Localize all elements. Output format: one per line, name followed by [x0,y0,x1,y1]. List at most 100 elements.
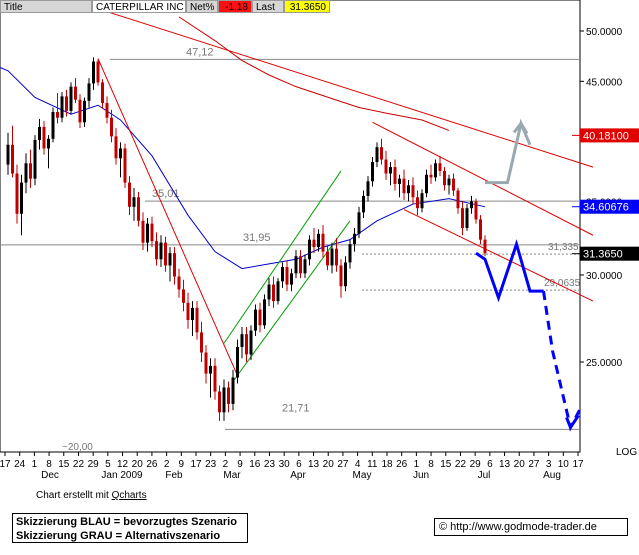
candle-body-16 [78,99,82,123]
copyright-link[interactable]: © http://www.godmode-trader.de [434,518,628,536]
candle-body-104 [474,201,478,220]
x-day-label-24: 4 [355,459,361,470]
trend-line-2 [372,121,594,236]
candle-body-34 [159,242,163,260]
candle-body-9 [47,138,50,149]
x-day-label-23: 27 [337,459,349,470]
header-last-value: 31.3650 [284,0,330,13]
trend-line-4 [223,170,342,344]
x-day-label-35: 20 [514,459,526,470]
candle-body-43 [200,332,203,353]
candle-body-70 [321,233,325,252]
candle-body-94 [429,174,433,178]
x-month-label-5: May [353,470,372,481]
scenario-blue-arrowhead [565,414,580,431]
candle-body-35 [164,242,167,266]
candle-body-5 [29,163,32,179]
candle-body-32 [150,223,154,242]
candle-body-59 [272,284,275,302]
x-day-label-26: 18 [381,459,393,470]
x-day-label-3: 8 [46,459,52,470]
level-label-3: 31,335 [548,242,579,253]
candle-body-14 [69,86,73,111]
candle-body-92 [420,193,424,209]
candle-body-49 [227,387,230,404]
candle-body-27 [128,182,131,207]
x-day-label-19: 30 [279,459,291,470]
x-day-label-25: 11 [367,459,378,470]
candle-body-38 [177,276,181,290]
candle-body-37 [173,253,176,277]
scenario-grey-arrowhead [512,120,529,135]
candle-body-74 [339,265,343,287]
x-day-label-13: 17 [190,459,202,470]
candle-body-87 [398,178,401,184]
candle-body-64 [294,256,298,274]
scenario-path-1 [542,290,581,432]
legend-line-blue: Skizzierung BLAU = bevorzugtes Szenario [16,516,237,528]
x-month-label-0: Dec [41,470,59,481]
x-day-label-10: 26 [146,459,158,470]
candle-body-82 [375,147,379,163]
x-day-label-12: 9 [179,459,185,470]
candle-body-91 [416,197,419,209]
legend-line-grey: Skizzierung GRAU = Alternativszenario [16,530,221,542]
x-day-label-2: 1 [32,459,38,470]
price-tag-box-1 [580,199,639,214]
candle-body-15 [74,86,77,100]
candle-body-56 [258,309,262,326]
header-last-label: Last [252,0,284,13]
x-day-label-28: 1 [414,459,420,470]
credit-prefix: Chart erstellt mit [36,490,109,501]
x-day-label-34: 13 [499,459,511,470]
x-day-label-4: 15 [58,459,70,470]
moving-average-short [0,66,486,270]
plot-frame [0,0,581,453]
candle-body-96 [438,163,442,171]
candle-body-52 [240,334,244,347]
credit-link[interactable]: Qcharts [111,490,147,501]
level-label-5: 21,71 [282,402,310,414]
x-day-label-36: 27 [528,459,540,470]
candle-body-39 [182,289,185,303]
candle-body-3 [20,182,23,214]
x-day-label-30: 15 [440,459,452,470]
header-title-label: Title [0,0,92,13]
candle-body-29 [137,197,140,221]
y-tick-label-4: 30.0000 [586,271,623,282]
y-tick-label-0: 50.0000 [586,27,623,38]
candle-body-73 [335,248,338,266]
header-net-label: Net% [186,0,218,13]
candle-body-42 [195,307,199,333]
candle-body-6 [33,139,37,179]
candle-body-44 [204,352,208,374]
candle-body-46 [213,365,217,392]
candle-body-18 [87,83,91,101]
x-day-label-22: 20 [323,459,335,470]
x-month-label-7: Jul [478,470,491,481]
candle-body-102 [465,208,469,228]
candle-body-98 [447,178,451,186]
candle-body-77 [353,233,356,245]
x-day-label-32: 29 [470,459,482,470]
candle-body-48 [222,387,226,413]
candle-body-57 [263,299,266,326]
candle-body-66 [303,259,307,274]
x-day-label-33: 6 [487,459,493,470]
candle-body-47 [218,391,221,413]
candle-body-68 [312,239,316,248]
x-day-label-17: 16 [249,459,261,470]
x-day-label-16: 9 [237,459,243,470]
candle-body-63 [290,273,293,285]
x-month-label-4: Apr [290,470,306,481]
y-axis-log-note: LOG [616,447,637,458]
candle-body-24 [114,136,118,159]
y-tick-label-1: 45.0000 [586,77,623,88]
candle-body-85 [389,167,392,174]
price-tag-label-0: 40.18100 [583,130,629,142]
candle-body-20 [96,61,100,83]
trend-line-5 [232,220,351,382]
candle-body-1 [11,144,14,174]
candle-body-21 [101,82,104,104]
x-month-label-8: Aug [543,470,561,481]
